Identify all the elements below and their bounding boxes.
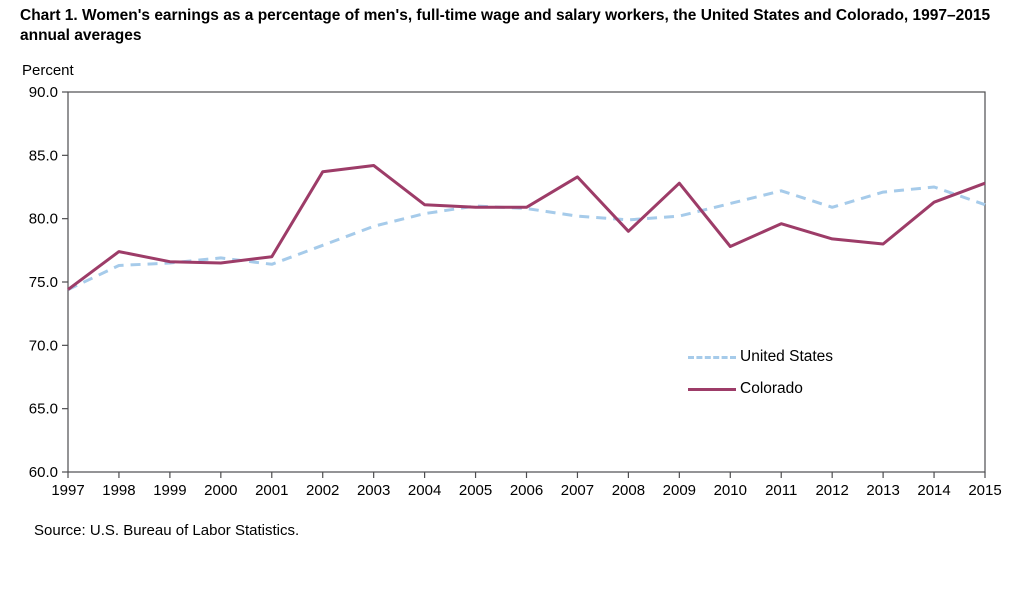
legend: United States Colorado	[688, 348, 833, 398]
legend-sample-colorado-icon	[688, 387, 736, 391]
legend-item-colorado: Colorado	[688, 380, 833, 398]
x-axis-tick-label: 1999	[153, 482, 186, 499]
y-axis-tick-label: 60.0	[29, 464, 58, 481]
x-axis-tick-label: 2014	[917, 482, 950, 499]
x-axis-tick-label: 2000	[204, 482, 237, 499]
series-line-colorado	[67, 164, 986, 291]
y-axis-tick-label: 80.0	[29, 211, 58, 228]
x-axis-tick-label: 2006	[510, 482, 543, 499]
legend-item-united-states: United States	[688, 348, 833, 366]
y-axis-tick-label: 70.0	[29, 337, 58, 354]
legend-sample-united-states-icon	[688, 355, 736, 359]
y-axis-title: Percent	[22, 62, 74, 79]
source-note: Source: U.S. Bureau of Labor Statistics.	[34, 522, 300, 539]
x-axis-tick-label: 2012	[815, 482, 848, 499]
x-axis-tick-label: 2004	[408, 482, 441, 499]
x-axis-tick-label: 2010	[714, 482, 747, 499]
y-axis-tick-label: 90.0	[29, 84, 58, 101]
x-axis-tick-label: 1997	[51, 482, 84, 499]
x-axis-tick-label: 2007	[561, 482, 594, 499]
x-axis-tick-label: 2013	[866, 482, 899, 499]
legend-label-colorado: Colorado	[740, 380, 803, 397]
x-axis-tick-label: 2015	[968, 482, 1001, 499]
y-axis-tick-label: 75.0	[29, 274, 58, 291]
chart-title: Chart 1. Women's earnings as a percentag…	[20, 7, 991, 45]
x-axis-tick-label: 2005	[459, 482, 492, 499]
x-axis-tick-label: 1998	[102, 482, 135, 499]
x-axis-tick-label: 2003	[357, 482, 390, 499]
x-axis-tick-label: 2009	[663, 482, 696, 499]
x-axis-tick-label: 2008	[612, 482, 645, 499]
x-axis-tick-label: 2002	[306, 482, 339, 499]
series-line-united-states	[67, 185, 986, 291]
y-axis-tick-label: 65.0	[29, 401, 58, 418]
x-axis-tick-label: 2001	[255, 482, 288, 499]
y-axis-tick-label: 85.0	[29, 147, 58, 164]
legend-label-united-states: United States	[740, 348, 834, 365]
plot-border	[67, 91, 986, 473]
x-axis-tick-label: 2011	[765, 482, 797, 499]
